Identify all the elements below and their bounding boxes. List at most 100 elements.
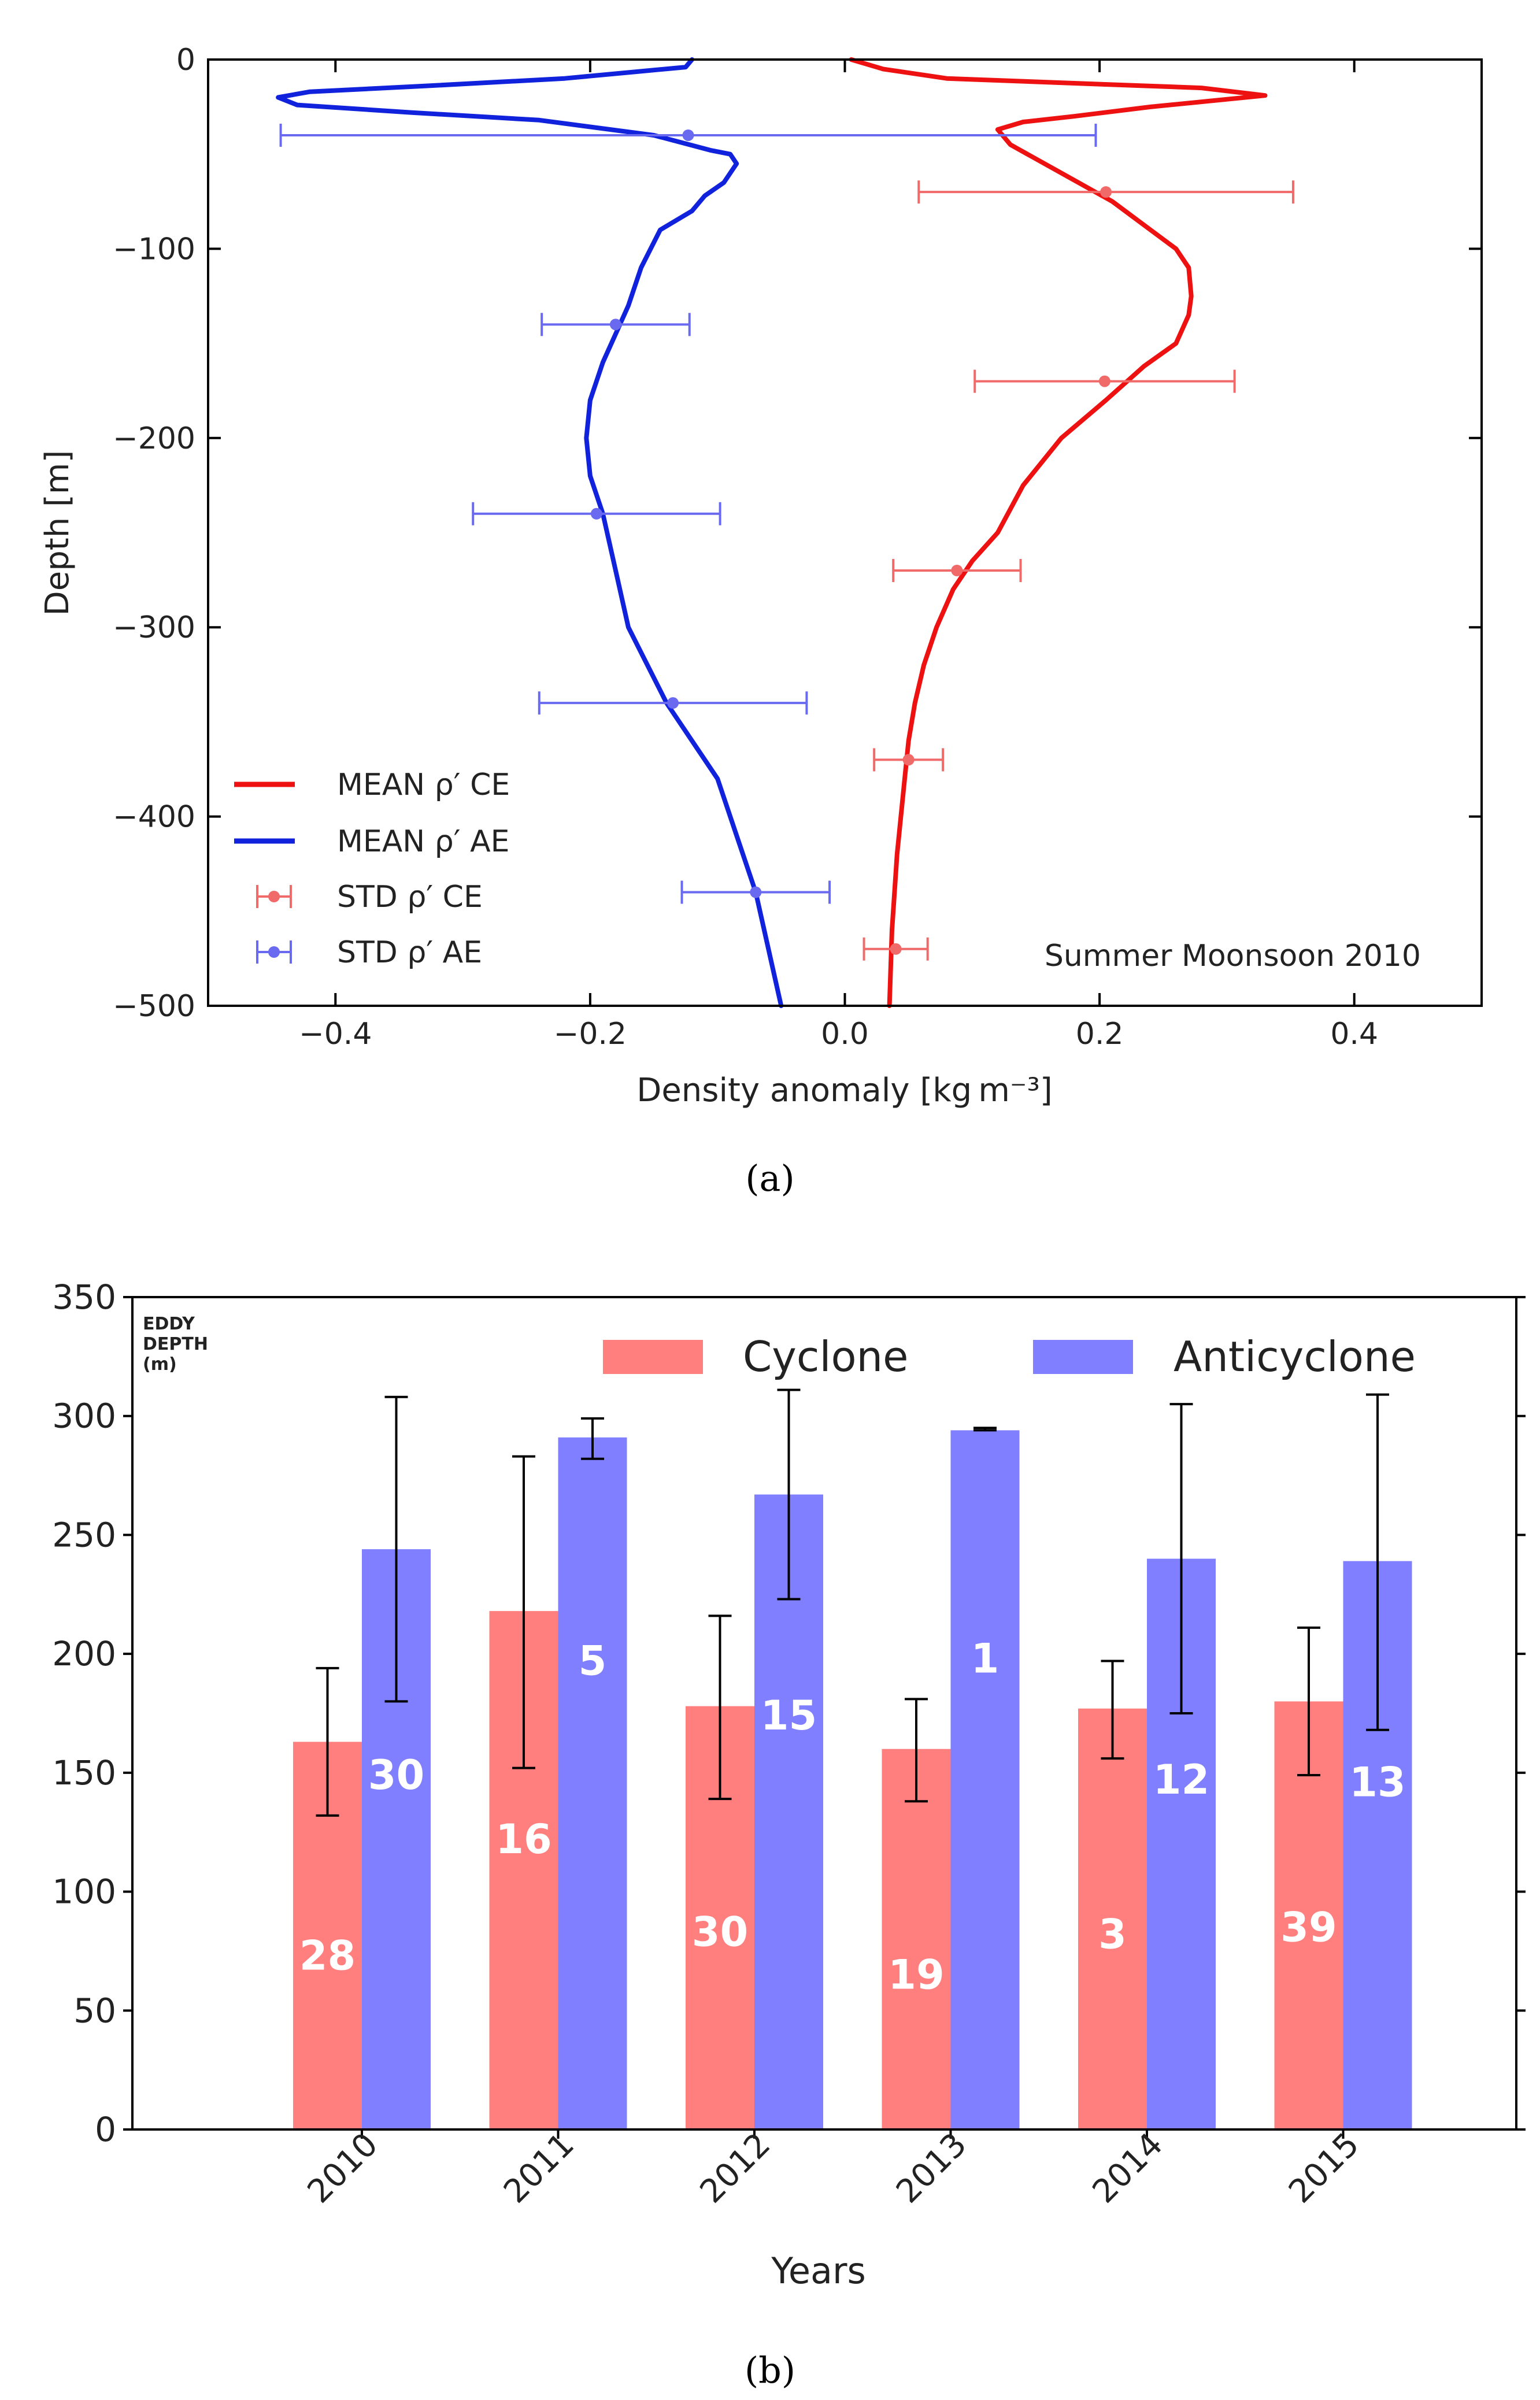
cyclone-bar	[1078, 1708, 1147, 2129]
std-ae-point	[590, 508, 602, 520]
legend-swatch-std-ae	[256, 940, 292, 964]
panel-a-chart: −0.4 −0.2 0.0 0.2 0.4 0 −100 −200 −300 −400 −500 D…	[39, 43, 1483, 1199]
panel-a-xtick-label: 0.0	[821, 1017, 869, 1051]
std-ce-errorbar	[917, 180, 1294, 204]
panel-a-xtick-label: 0.2	[1076, 1017, 1124, 1051]
legend-swatch-cyclone	[603, 1340, 703, 1374]
std-ce-errorbar	[862, 937, 929, 961]
anticyclone-count-label: 1	[971, 1635, 999, 1682]
panel-a-ytick-label: −200	[113, 421, 195, 456]
legend-label-mean-ce: MEAN ρ′ CE	[337, 768, 510, 802]
panel-b-ytick-label: 50	[73, 1991, 116, 2030]
anticyclone-count-label: 5	[579, 1637, 607, 1684]
anticyclone-errorbar	[777, 1388, 801, 1601]
panel-b-xtick-label: 2015	[1282, 2126, 1367, 2211]
panel-b-frame	[131, 1296, 1517, 2131]
panel-b-ytick-label: 150	[52, 1753, 116, 1792]
anticyclone-errorbar	[384, 1395, 408, 1703]
std-ae-point	[609, 318, 621, 331]
panel-b-xtick-label: 2012	[693, 2126, 778, 2211]
anticyclone-count-label: 15	[761, 1692, 817, 1739]
cyclone-count-label: 30	[692, 1909, 748, 1956]
panel-b-legend: Cyclone Anticyclone	[603, 1332, 1416, 1381]
legend-label-std-ce: STD ρ′ CE	[337, 880, 483, 914]
panel-b-ytick-label: 200	[52, 1634, 116, 1673]
panel-b-ytick-label: 350	[52, 1277, 116, 1317]
corner-label-line-1: EDDY	[143, 1314, 195, 1334]
panel-a-ytick-label: −500	[113, 989, 195, 1024]
cyclone-count-label: 39	[1280, 1903, 1337, 1951]
std-ce-point	[890, 943, 902, 955]
std-ae-errorbar	[538, 691, 808, 715]
cyclone-errorbar	[512, 1455, 535, 1769]
std-ce-point	[1098, 375, 1110, 387]
cyclone-bar	[882, 1749, 951, 2129]
std-ce-errorbar	[973, 369, 1236, 393]
anticyclone-bar	[754, 1494, 823, 2129]
cyclone-errorbar	[1297, 1626, 1320, 1776]
std-ae-point	[667, 697, 679, 709]
std-ce-point	[951, 564, 963, 576]
std-ae-point	[750, 886, 762, 898]
panel-b-label: (b)	[745, 2349, 795, 2391]
panel-b-xlabel: Years	[771, 2250, 866, 2292]
cyclone-errorbar	[905, 1698, 928, 1803]
cyclone-count-label: 19	[888, 1951, 944, 1999]
legend-label-anticyclone: Anticyclone	[1173, 1332, 1416, 1381]
corner-label-line-3: (m)	[143, 1354, 177, 1375]
anticyclone-errorbar	[1169, 1403, 1193, 1714]
panel-a-ytick-label: −300	[113, 610, 195, 645]
panel-a-ylabel: Depth [m]	[39, 450, 76, 616]
panel-a-annotation: Summer Moonsoon 2010	[1045, 939, 1421, 973]
std-ae-errorbar	[680, 880, 831, 904]
anticyclone-bar	[950, 1430, 1020, 2129]
panel-a-xtick-label: −0.4	[299, 1017, 372, 1051]
panel-b-ytick-label: 100	[52, 1872, 116, 1912]
std-ae-point	[682, 129, 694, 141]
std-ae-errorbar	[541, 313, 691, 336]
std-ce-point	[1100, 186, 1112, 198]
legend-label-mean-ae: MEAN ρ′ AE	[337, 824, 510, 859]
panel-b-xtick-label: 2014	[1086, 2126, 1171, 2211]
panel-a-xtick-label: −0.2	[554, 1017, 627, 1051]
cyclone-errorbar	[1101, 1660, 1124, 1760]
cyclone-count-label: 3	[1098, 1911, 1127, 1958]
anticyclone-errorbar	[581, 1417, 604, 1460]
corner-label-line-2: DEPTH	[143, 1334, 208, 1354]
legend-swatch-anticyclone	[1033, 1340, 1133, 1374]
panel-a-legend: MEAN ρ′ CE MEAN ρ′ AE STD ρ′ CE STD ρ′ A…	[234, 768, 510, 970]
panel-b-ytick-label: 0	[95, 2110, 116, 2149]
panel-a-ytick-label: 0	[176, 43, 195, 77]
anticyclone-count-label: 12	[1153, 1756, 1209, 1803]
anticyclone-bar	[558, 1437, 627, 2129]
panel-a-label: (a)	[745, 1157, 794, 1199]
panel-b-xtick-label: 2011	[497, 2126, 582, 2211]
cyclone-count-label: 28	[299, 1932, 356, 1980]
legend-label-std-ae: STD ρ′ AE	[337, 935, 482, 970]
legend-label-cyclone: Cyclone	[743, 1332, 908, 1381]
mean-ce-line	[849, 57, 1268, 1008]
panel-a-frame	[207, 58, 1483, 1007]
legend-swatch-std-ce	[256, 885, 292, 908]
panel-b-ytick-label: 250	[52, 1515, 116, 1554]
panel-b-xtick-label: 2013	[889, 2126, 974, 2211]
cyclone-count-label: 16	[495, 1816, 551, 1863]
panel-a-xlabel: Density anomaly [kg m⁻³]	[636, 1072, 1053, 1109]
anticyclone-count-label: 13	[1349, 1758, 1405, 1806]
panel-b-corner-label: EDDY DEPTH (m)	[143, 1314, 208, 1375]
panel-b-ytick-label: 300	[52, 1397, 116, 1436]
std-ae-errorbar	[472, 502, 721, 525]
cyclone-errorbar	[316, 1666, 339, 1817]
std-ce-errorbar	[873, 748, 945, 772]
std-ce-point	[902, 754, 915, 766]
panel-a-ytick-label: −100	[113, 232, 195, 266]
std-ae-errorbar	[279, 123, 1097, 147]
anticyclone-count-label: 30	[368, 1751, 424, 1799]
anticyclone-errorbar	[1366, 1393, 1389, 1731]
panel-b-xtick-label: 2010	[301, 2126, 386, 2211]
cyclone-errorbar	[708, 1614, 732, 1801]
std-ce-errorbar	[892, 558, 1022, 582]
mean-ae-line	[276, 57, 784, 1008]
